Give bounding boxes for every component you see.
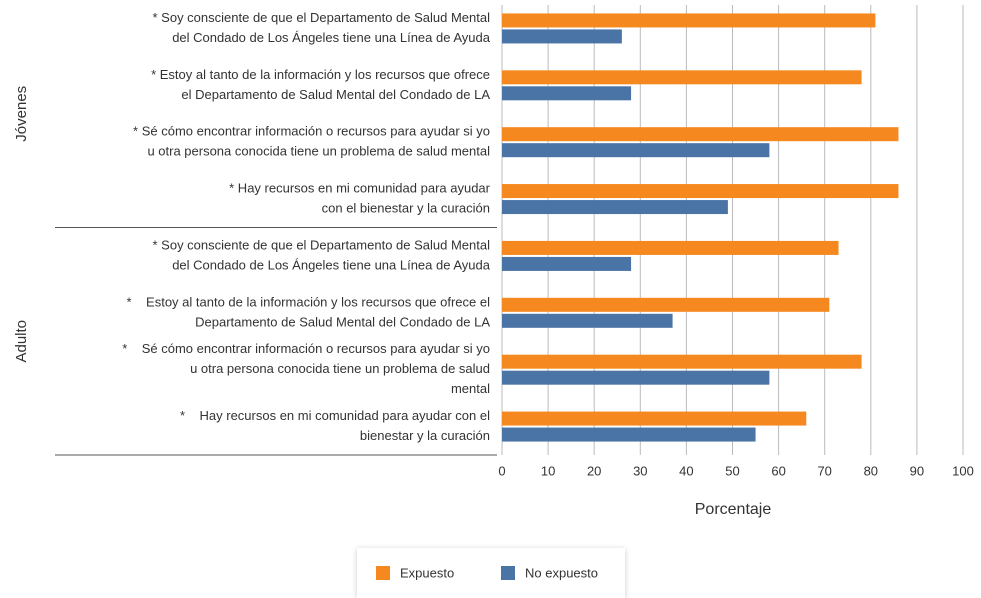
category-label: * Sé cómo encontrar información o recurs… [133,124,490,139]
x-tick-label: 10 [541,463,555,478]
bar [502,354,862,369]
bar [502,143,770,158]
bar [502,256,632,271]
bar [502,29,622,44]
x-tick-label: 70 [817,463,831,478]
x-tick-label: 90 [910,463,924,478]
legend-label: No expuesto [525,565,598,580]
category-label: bienestar y la curación [360,428,490,443]
category-label: del Condado de Los Ángeles tiene una Lín… [172,257,491,272]
category-label: * Sé cómo encontrar información o recurs… [122,341,490,356]
category-label: * Soy consciente de que el Departamento … [153,10,491,25]
x-axis-label: Porcentaje [695,501,772,518]
bar [502,86,632,101]
category-label: * Soy consciente de que el Departamento … [153,237,491,252]
bar [502,297,830,312]
category-label: u otra persona conocida tiene un problem… [190,361,490,376]
x-tick-label: 50 [725,463,739,478]
bar [502,370,770,385]
category-label: * Hay recursos en mi comunidad para ayud… [180,408,490,423]
legend-swatch [501,566,515,580]
category-label: del Condado de Los Ángeles tiene una Lín… [172,30,491,45]
bar [502,184,899,199]
bar [502,13,876,28]
category-label: u otra persona conocida tiene un problem… [147,144,490,159]
x-tick-label: 0 [498,463,505,478]
x-tick-label: 60 [771,463,785,478]
bar [502,127,899,142]
bar [502,240,839,255]
bar [502,70,862,85]
category-label: * Estoy al tanto de la información y los… [151,67,490,82]
x-tick-label: 20 [587,463,601,478]
category-label: * Estoy al tanto de la información y los… [127,294,491,309]
x-tick-label: 80 [864,463,878,478]
bar [502,313,673,328]
category-label: * Hay recursos en mi comunidad para ayud… [229,181,491,196]
category-label: con el bienestar y la curación [322,201,490,216]
bar [502,200,728,215]
group-label: Adulto [13,320,30,363]
group-label: Jóvenes [13,86,30,142]
bar [502,411,807,426]
legend-label: Expuesto [400,565,454,580]
legend-box [357,548,625,598]
category-label: mental [451,381,490,396]
legend-swatch [376,566,390,580]
bar [502,427,756,442]
category-label: Departamento de Salud Mental del Condado… [195,314,490,329]
x-tick-label: 30 [633,463,647,478]
x-tick-label: 100 [952,463,974,478]
category-label: el Departamento de Salud Mental del Cond… [181,87,490,102]
x-tick-label: 40 [679,463,693,478]
